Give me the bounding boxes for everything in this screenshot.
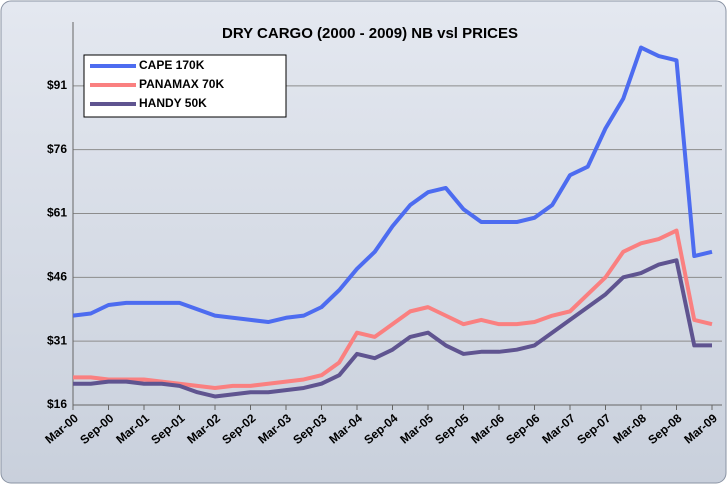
- y-tick-label: $76: [47, 142, 67, 156]
- series-line: [73, 258, 712, 399]
- y-tick-label: $91: [47, 78, 67, 92]
- series-line: [73, 228, 713, 390]
- y-tick-label: $31: [47, 333, 67, 347]
- chart-title: DRY CARGO (2000 - 2009) NB vsl PRICES: [222, 25, 518, 42]
- legend-label: HANDY 50K: [139, 96, 207, 110]
- legend-label: CAPE 170K: [139, 58, 205, 72]
- legend-label: PANAMAX 70K: [139, 77, 224, 91]
- y-tick-label: $16: [47, 397, 67, 411]
- series-line: [72, 45, 713, 325]
- y-tick-label: $61: [47, 206, 67, 220]
- y-tick-label: $46: [47, 270, 67, 284]
